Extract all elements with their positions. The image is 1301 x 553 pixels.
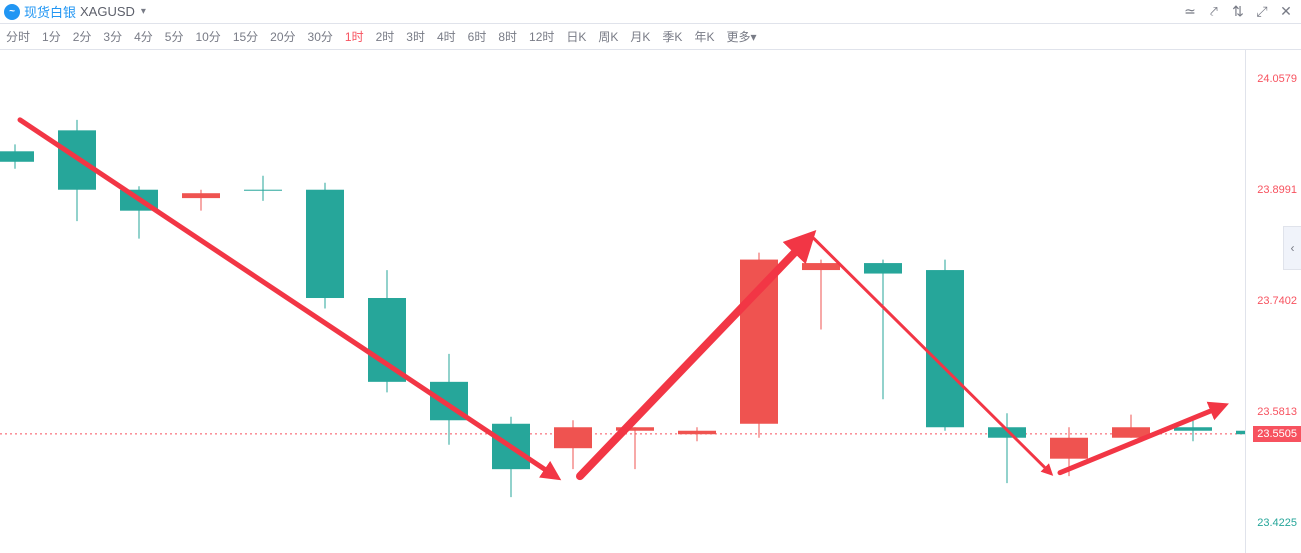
timeframe-4时[interactable]: 4时 [437,28,456,45]
timeframe-1时[interactable]: 1时 [345,28,364,45]
camera-icon[interactable]: ⇅ [1227,1,1249,23]
indicators-icon[interactable]: ≃ [1179,1,1201,23]
y-tick-label: 23.7402 [1257,295,1297,307]
header-bar: ~ 现货白银 XAGUSD ▾ ≃⤤⇅⤢✕ [0,0,1301,24]
timeframe-日K[interactable]: 日K [566,28,586,45]
symbol-code: XAGUSD [80,4,135,19]
timeframe-15分[interactable]: 15分 [233,28,258,45]
expand-panel-tab[interactable]: ‹ [1283,226,1301,270]
timeframe-10分[interactable]: 10分 [195,28,220,45]
timeframe-4分[interactable]: 4分 [134,28,153,45]
timeframe-more[interactable]: 更多▾ [726,28,756,45]
current-price-label: 23.5505 [1253,426,1301,442]
candlestick-chart[interactable] [0,50,1245,553]
timeframe-bar: 分时 1分 2分 3分 4分 5分 10分 15分 20分 30分 1时 2时 3时 4时 6时 8时 12时日… [0,24,1301,50]
alert-icon[interactable]: ⤤ [1203,1,1225,23]
y-tick-label: 24.0579 [1257,73,1297,85]
timeframe-2时[interactable]: 2时 [376,28,395,45]
timeframe-20分[interactable]: 20分 [270,28,295,45]
timeframe-年K[interactable]: 年K [694,28,714,45]
header-toolbar: ≃⤤⇅⤢✕ [1179,1,1297,23]
symbol-title[interactable]: ~ 现货白银 XAGUSD ▾ [4,2,146,21]
symbol-name-cn: 现货白银 [24,2,76,21]
close-icon[interactable]: ✕ [1275,1,1297,23]
timeframe-3分[interactable]: 3分 [103,28,122,45]
timeframe-周K[interactable]: 周K [598,28,618,45]
y-tick-label: 23.8991 [1257,184,1297,196]
chevron-down-icon: ▾ [141,6,146,17]
timeframe-5分[interactable]: 5分 [165,28,184,45]
timeframe-12时[interactable]: 12时 [529,28,554,45]
timeframe-3时[interactable]: 3时 [406,28,425,45]
chart-area[interactable]: 24.0579 23.8991 23.7402 23.5813 23.4225 23.55… [0,50,1301,553]
timeframe-季K[interactable]: 季K [662,28,682,45]
timeframe-6时[interactable]: 6时 [468,28,487,45]
y-tick-label: 23.5813 [1257,406,1297,418]
minimize-icon[interactable]: ⤢ [1251,1,1273,23]
timeframe-月K[interactable]: 月K [630,28,650,45]
timeframe-1分[interactable]: 1分 [42,28,61,45]
timeframe-分时[interactable]: 分时 [6,28,30,45]
logo-icon: ~ [4,4,20,20]
y-tick-label: 23.4225 [1257,517,1297,529]
timeframe-8时[interactable]: 8时 [498,28,517,45]
timeframe-30分[interactable]: 30分 [308,28,333,45]
timeframe-2分[interactable]: 2分 [73,28,92,45]
price-axis[interactable]: 24.0579 23.8991 23.7402 23.5813 23.4225 23.55… [1245,50,1301,553]
